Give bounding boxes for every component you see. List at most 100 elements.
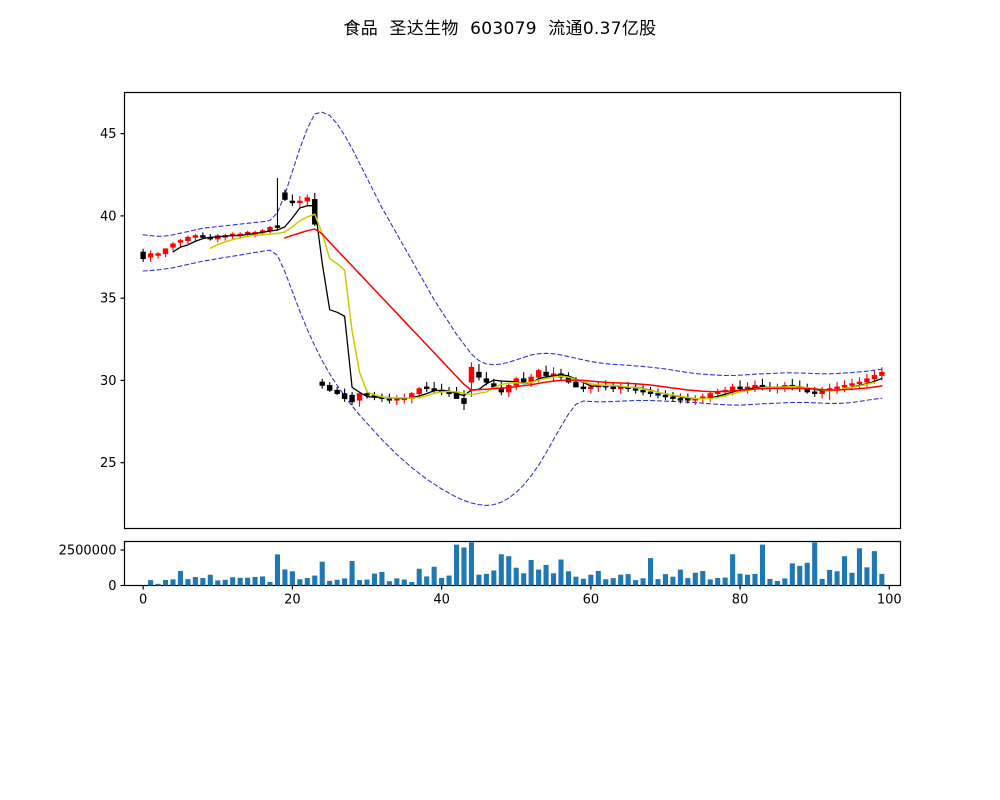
volume-bar: [864, 567, 870, 586]
volume-bar: [349, 560, 355, 586]
price-tick-label: 25: [100, 456, 117, 471]
volume-bar: [386, 581, 392, 586]
volume-bar: [543, 564, 549, 586]
candle-body: [147, 253, 154, 258]
volume-bar: [177, 571, 183, 586]
volume-bar: [454, 544, 460, 586]
candle-body: [282, 192, 288, 200]
candle-body: [864, 378, 870, 383]
volume-bar-layer: [148, 542, 885, 586]
x-tick-label: 0: [139, 593, 147, 608]
candlestick: [274, 178, 281, 231]
band-lower-line: [142, 249, 883, 507]
volume-bar: [834, 571, 840, 586]
candle-body: [416, 388, 422, 394]
candle-body: [140, 251, 146, 260]
candle-body: [498, 388, 505, 393]
volume-bar: [842, 556, 848, 586]
volume-bar: [312, 575, 318, 586]
volume-bar: [677, 569, 683, 586]
volume-bar: [782, 578, 788, 586]
candle-body: [856, 381, 863, 385]
volume-bar: [662, 574, 668, 586]
x-tick-label: 20: [284, 593, 301, 608]
volume-bar: [551, 573, 557, 586]
candlestick: [155, 252, 161, 259]
volume-bar: [200, 577, 206, 586]
candle-body: [356, 393, 363, 401]
volume-bar: [789, 563, 795, 586]
candlestick: [334, 387, 340, 396]
candlestick: [177, 238, 184, 248]
volume-bar: [521, 573, 527, 586]
x-tick-label: 40: [433, 593, 450, 608]
bollinger-band-layer: [142, 111, 883, 507]
candle-body: [476, 371, 482, 378]
candle-body: [655, 393, 661, 396]
price-tick-label: 40: [100, 209, 117, 224]
volume-bar: [252, 576, 258, 586]
candlestick: [506, 383, 512, 397]
volume-bar: [767, 578, 773, 586]
candle-body: [647, 391, 654, 394]
candlestick: [162, 248, 169, 258]
volume-bar: [409, 581, 415, 586]
volume-tick-label: 0: [108, 579, 116, 594]
volume-bar: [528, 559, 534, 586]
volume-bar: [468, 542, 474, 586]
candlestick: [185, 235, 191, 244]
volume-bar: [752, 573, 758, 586]
volume-bar: [222, 579, 228, 586]
volume-bar: [640, 578, 646, 586]
candle-body: [811, 391, 818, 394]
price-panel-frame: [123, 91, 902, 530]
candlestick: [297, 196, 303, 208]
candlestick: [849, 378, 855, 391]
candle-body: [483, 378, 490, 383]
volume-bar: [625, 574, 631, 586]
volume-bar: [730, 554, 736, 586]
price-tick-label: 30: [100, 374, 117, 389]
volume-bar: [334, 579, 340, 586]
candle-body: [520, 378, 527, 383]
candle-body: [737, 386, 743, 390]
volume-bar: [357, 580, 363, 586]
volume-bar: [588, 574, 594, 586]
price-tick-label: 35: [100, 292, 117, 307]
candle-body: [200, 235, 206, 238]
volume-bar: [483, 573, 489, 586]
volume-bar: [446, 575, 452, 586]
volume-bar: [812, 542, 818, 586]
x-axis-ticks: 0 20 40 60 80 100: [139, 585, 902, 608]
volume-bar: [282, 569, 288, 586]
volume-bar: [498, 554, 504, 586]
volume-bar: [797, 565, 803, 586]
volume-bar: [304, 578, 310, 586]
volume-bar: [155, 583, 161, 586]
ma-long-line: [284, 228, 883, 393]
candlestick: [707, 391, 713, 402]
candle-body: [610, 386, 616, 390]
volume-bar: [618, 574, 624, 586]
volume-bar: [319, 561, 325, 586]
x-tick-label: 100: [877, 593, 902, 608]
volume-bar: [536, 569, 542, 586]
volume-bar: [416, 568, 422, 586]
candlestick: [580, 382, 587, 392]
candlestick: [319, 378, 325, 389]
band-upper-line: [142, 111, 883, 377]
volume-bar: [379, 571, 385, 586]
volume-bar: [774, 580, 780, 586]
volume-bar: [819, 578, 825, 586]
candlestick: [640, 385, 646, 396]
volume-bar: [849, 572, 855, 586]
volume-bar: [245, 577, 251, 586]
volume-bar: [237, 577, 243, 586]
volume-bar: [715, 577, 721, 586]
volume-bar: [759, 544, 765, 586]
volume-bar: [401, 579, 407, 586]
candle-body: [162, 248, 169, 255]
volume-bar: [431, 566, 437, 586]
candlestick: [468, 362, 475, 397]
